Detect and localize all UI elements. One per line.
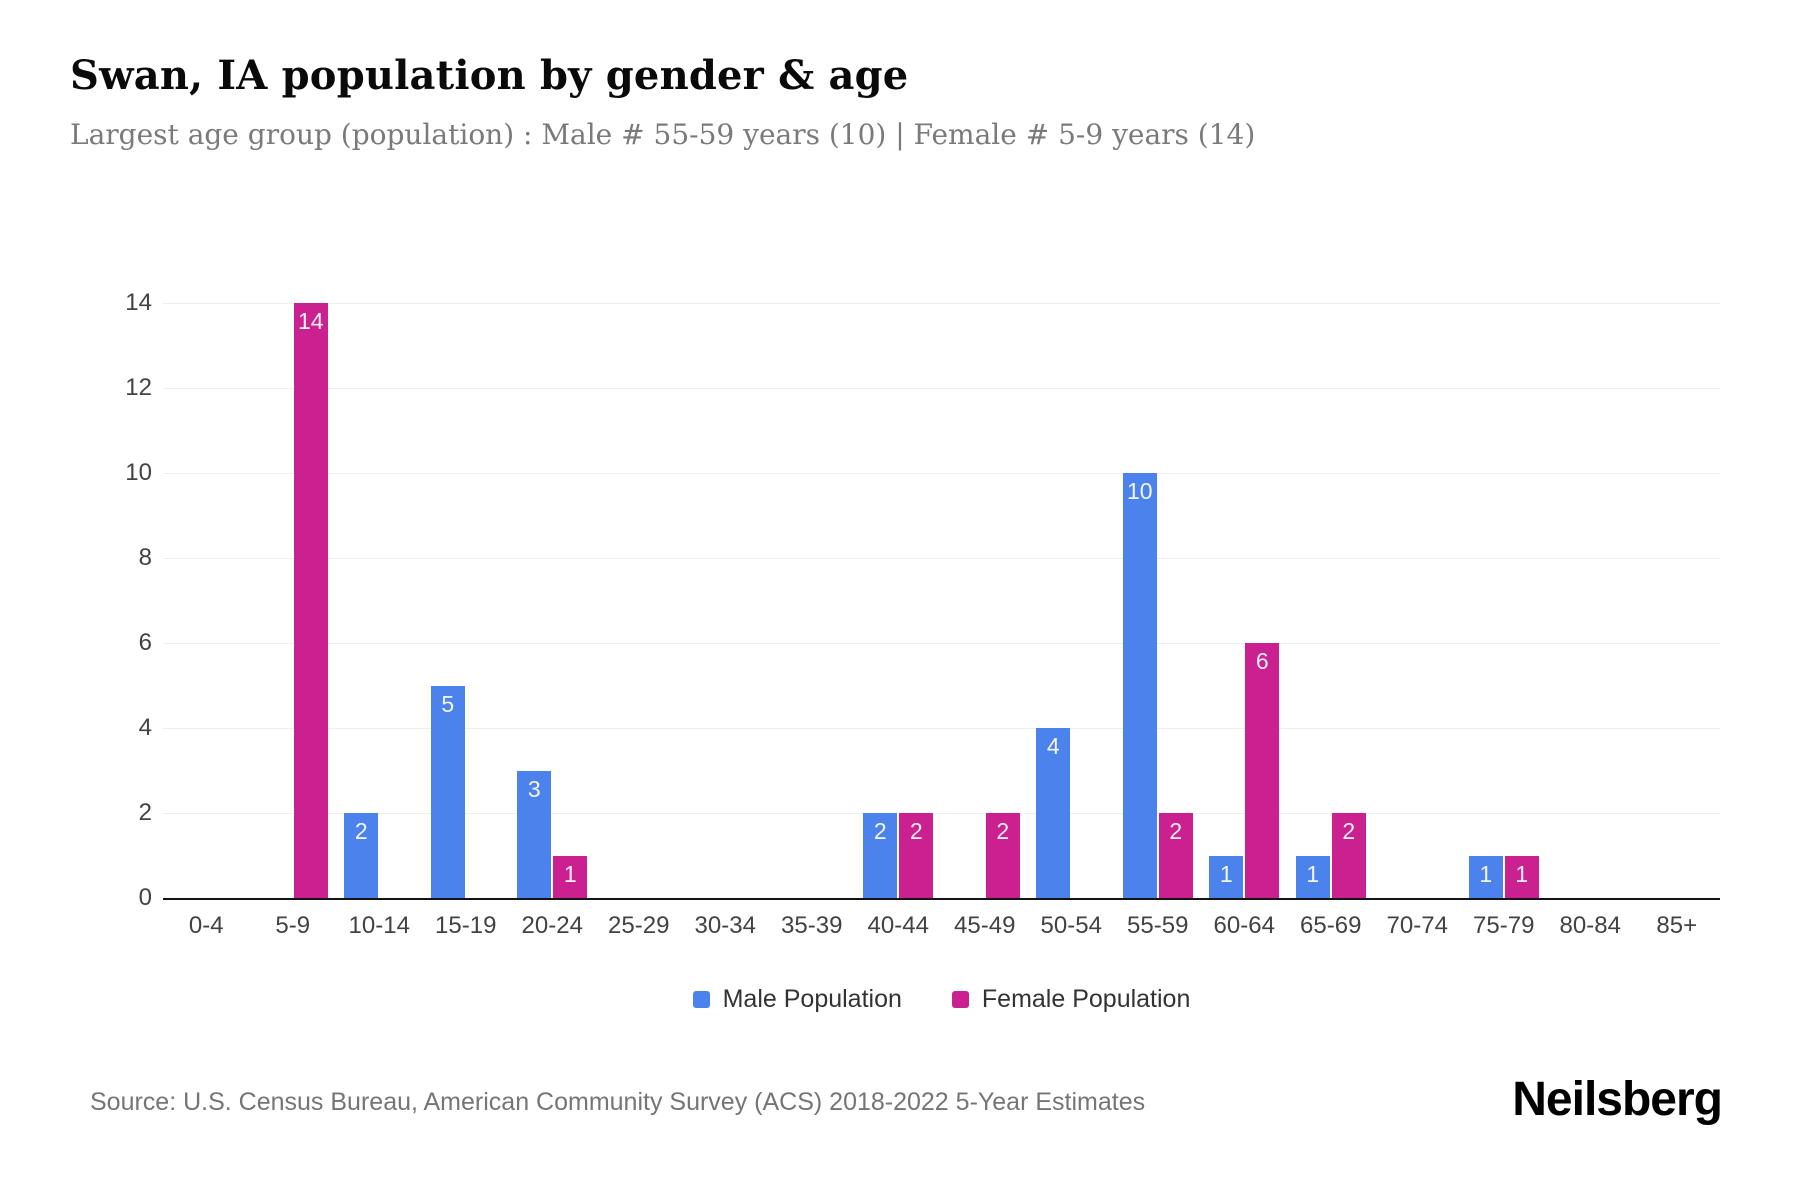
bar-female-20-24[interactable]: 1 <box>553 855 588 898</box>
x-tick-80-84: 80-84 <box>1559 912 1621 939</box>
bar-male-20-24[interactable]: 3 <box>517 770 552 898</box>
x-tick-0-4: 0-4 <box>188 912 224 939</box>
bar-female-75-79[interactable]: 1 <box>1504 855 1539 898</box>
bar-value-label: 14 <box>297 308 324 334</box>
x-tick-85+: 85+ <box>1656 912 1698 939</box>
x-tick-40-44: 40-44 <box>867 912 929 939</box>
neilsberg-logo: Neilsberg <box>1512 1073 1723 1126</box>
y-tick-6: 6 <box>138 629 152 656</box>
x-tick-15-19: 15-19 <box>435 912 497 939</box>
gridline-y-14 <box>163 302 1720 304</box>
x-tick-35-39: 35-39 <box>781 912 843 939</box>
bar-value-label: 3 <box>527 775 541 802</box>
bar-male-55-59[interactable]: 10 <box>1122 473 1157 898</box>
legend-item-female[interactable]: Female Population <box>951 985 1191 1014</box>
bar-value-label: 2 <box>1169 818 1183 844</box>
y-tick-14: 14 <box>125 289 152 316</box>
male-swatch-icon <box>692 991 710 1008</box>
bar-value-label: 2 <box>873 818 887 844</box>
legend-label-female: Female Population <box>981 985 1191 1013</box>
chart-title: Swan, IA population by gender & age <box>70 52 909 99</box>
bar-value-label: 1 <box>1515 860 1529 887</box>
female-swatch-icon <box>951 991 969 1008</box>
gridline-y-12 <box>163 387 1720 389</box>
bar-male-75-79[interactable]: 1 <box>1468 855 1503 898</box>
x-tick-70-74: 70-74 <box>1386 912 1448 939</box>
bar-value-label: 6 <box>1255 648 1269 674</box>
bar-female-55-59[interactable]: 2 <box>1158 813 1193 898</box>
x-tick-45-49: 45-49 <box>954 912 1016 939</box>
bar-value-label: 2 <box>909 818 923 844</box>
y-tick-10: 10 <box>125 459 152 486</box>
x-tick-50-54: 50-54 <box>1040 912 1102 939</box>
x-axis-labels: 0-4 5-9 10-14 15-19 20-24 25-29 30-34 35-39 40-4… <box>163 912 1720 940</box>
gridline-y-2 <box>163 812 1720 814</box>
x-tick-25-29: 25-29 <box>608 912 670 939</box>
x-tick-60-64: 60-64 <box>1213 912 1275 939</box>
x-tick-55-59: 55-59 <box>1127 912 1189 939</box>
bar-value-label: 10 <box>1126 478 1153 504</box>
x-tick-30-34: 30-34 <box>694 912 756 939</box>
legend: Male Population Female Population <box>163 985 1720 1014</box>
bar-value-label: 5 <box>441 690 455 717</box>
gridline-y-4 <box>163 727 1720 729</box>
bar-female-60-64[interactable]: 6 <box>1245 643 1280 898</box>
bar-value-label: 1 <box>563 860 577 887</box>
bar-male-65-69[interactable]: 1 <box>1295 855 1330 898</box>
bar-value-label: 1 <box>1479 860 1493 887</box>
bar-female-45-49[interactable]: 2 <box>985 813 1020 898</box>
gridline-y-10 <box>163 472 1720 474</box>
bar-male-60-64[interactable]: 1 <box>1209 855 1244 898</box>
x-tick-65-69: 65-69 <box>1300 912 1362 939</box>
bar-value-label: 4 <box>1046 733 1060 759</box>
y-tick-2: 2 <box>138 799 152 826</box>
bar-male-10-14[interactable]: 2 <box>344 813 379 898</box>
y-tick-0: 0 <box>138 884 152 911</box>
bar-female-5-9[interactable]: 14 <box>293 303 328 898</box>
bar-value-label: 1 <box>1306 860 1320 887</box>
bar-male-40-44[interactable]: 2 <box>863 813 898 898</box>
source-attribution: Source: U.S. Census Bureau, American Com… <box>90 1088 1146 1116</box>
bar-male-50-54[interactable]: 4 <box>1036 728 1071 898</box>
x-tick-10-14: 10-14 <box>348 912 410 939</box>
bar-female-40-44[interactable]: 2 <box>899 813 934 898</box>
y-axis-labels: 0 2 4 6 8 10 12 14 <box>40 289 152 911</box>
plot-area: 2 5 3 2 4 10 1 1 1 14 1 2 2 2 6 2 1 <box>163 302 1720 900</box>
gridline-y-8 <box>163 557 1720 559</box>
x-tick-20-24: 20-24 <box>521 912 583 939</box>
bar-female-65-69[interactable]: 2 <box>1331 813 1366 898</box>
y-tick-12: 12 <box>125 374 152 401</box>
gridline-y-6 <box>163 642 1720 644</box>
y-tick-8: 8 <box>138 544 152 571</box>
legend-label-male: Male Population <box>722 985 902 1013</box>
y-tick-4: 4 <box>138 714 152 741</box>
bar-value-label: 2 <box>996 818 1010 844</box>
legend-item-male[interactable]: Male Population <box>692 985 902 1014</box>
bar-value-label: 2 <box>354 818 368 844</box>
chart-subtitle: Largest age group (population) : Male # … <box>70 118 1256 151</box>
bar-male-15-19[interactable]: 5 <box>430 685 465 898</box>
bar-value-label: 2 <box>1342 818 1356 844</box>
x-tick-75-79: 75-79 <box>1473 912 1535 939</box>
x-tick-5-9: 5-9 <box>275 912 311 939</box>
bar-value-label: 1 <box>1219 860 1233 887</box>
